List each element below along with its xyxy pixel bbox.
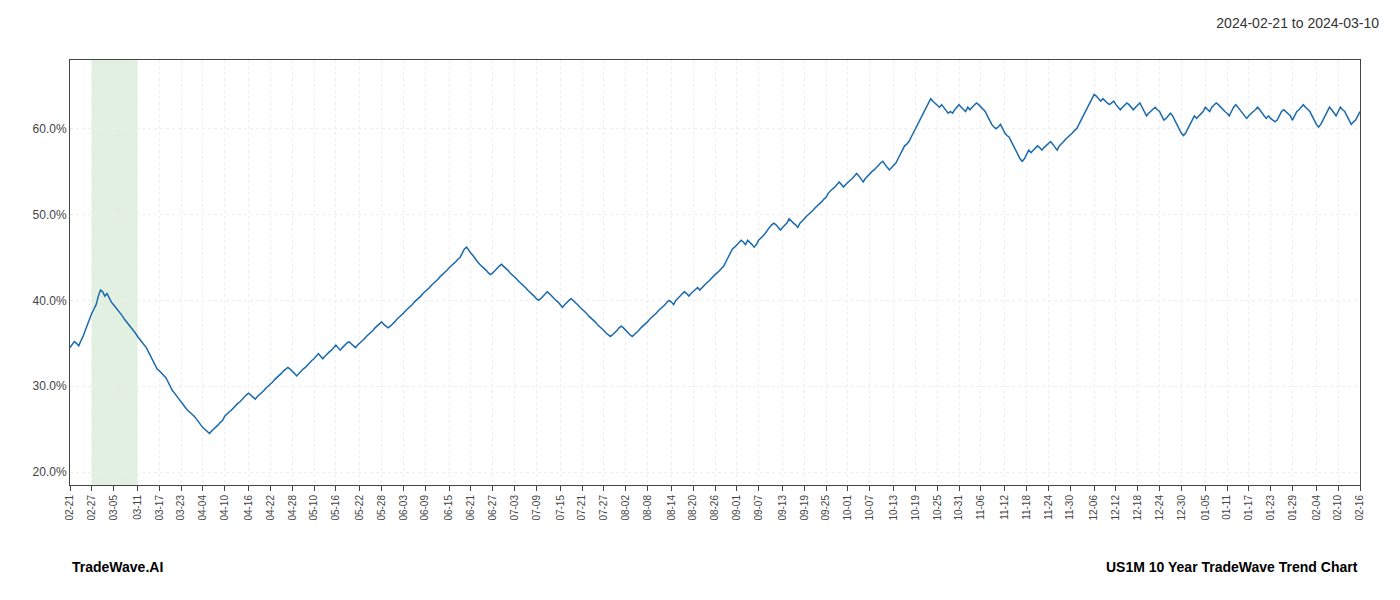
svg-text:03-17: 03-17	[154, 495, 165, 521]
svg-text:50.0%: 50.0%	[33, 208, 67, 222]
svg-text:US1M 10 Year TradeWave Trend C: US1M 10 Year TradeWave Trend Chart	[1106, 559, 1358, 575]
svg-text:12-30: 12-30	[1176, 495, 1187, 521]
svg-text:05-10: 05-10	[308, 495, 319, 521]
svg-text:04-10: 04-10	[219, 495, 230, 521]
svg-text:10-07: 10-07	[864, 495, 875, 521]
svg-text:08-26: 08-26	[709, 495, 720, 521]
svg-text:11-24: 11-24	[1043, 495, 1054, 520]
svg-text:02-16: 02-16	[1354, 495, 1365, 521]
svg-text:05-22: 05-22	[354, 495, 365, 521]
svg-text:02-04: 02-04	[1311, 495, 1322, 521]
svg-text:01-11: 01-11	[1221, 495, 1232, 520]
svg-text:09-25: 09-25	[820, 495, 831, 521]
svg-text:08-14: 08-14	[666, 495, 677, 521]
svg-text:03-11: 03-11	[132, 495, 143, 520]
svg-text:09-13: 09-13	[777, 495, 788, 521]
svg-text:01-05: 01-05	[1200, 495, 1211, 521]
svg-text:01-17: 01-17	[1243, 495, 1254, 521]
svg-text:12-24: 12-24	[1154, 495, 1165, 521]
svg-text:06-03: 06-03	[398, 495, 409, 521]
svg-text:01-29: 01-29	[1287, 495, 1298, 521]
svg-text:07-09: 07-09	[531, 495, 542, 521]
svg-text:07-21: 07-21	[576, 495, 587, 521]
svg-text:20.0%: 20.0%	[33, 465, 67, 479]
svg-text:08-20: 08-20	[687, 495, 698, 521]
svg-text:30.0%: 30.0%	[33, 379, 67, 393]
svg-text:12-12: 12-12	[1110, 495, 1121, 521]
svg-text:06-21: 06-21	[465, 495, 476, 521]
svg-text:04-16: 04-16	[243, 495, 254, 521]
svg-text:40.0%: 40.0%	[33, 294, 67, 308]
svg-text:08-02: 08-02	[620, 495, 631, 521]
svg-text:11-18: 11-18	[1021, 495, 1032, 520]
svg-text:07-27: 07-27	[598, 495, 609, 521]
svg-text:10-25: 10-25	[932, 495, 943, 521]
svg-text:01-23: 01-23	[1265, 495, 1276, 521]
svg-text:10-31: 10-31	[953, 495, 964, 521]
svg-text:12-18: 12-18	[1132, 495, 1143, 521]
svg-text:12-06: 12-06	[1088, 495, 1099, 521]
svg-text:TradeWave.AI: TradeWave.AI	[72, 559, 163, 575]
svg-text:60.0%: 60.0%	[33, 122, 67, 136]
svg-text:04-28: 04-28	[287, 495, 298, 521]
svg-text:03-05: 03-05	[108, 495, 119, 521]
svg-text:04-22: 04-22	[265, 495, 276, 521]
svg-text:09-07: 09-07	[753, 495, 764, 521]
svg-text:08-08: 08-08	[642, 495, 653, 521]
svg-text:04-04: 04-04	[197, 495, 208, 521]
svg-text:11-30: 11-30	[1064, 495, 1075, 520]
svg-text:06-27: 06-27	[487, 495, 498, 521]
svg-text:02-10: 02-10	[1332, 495, 1343, 521]
svg-text:05-28: 05-28	[376, 495, 387, 521]
svg-text:09-01: 09-01	[731, 495, 742, 521]
svg-text:02-21: 02-21	[64, 495, 75, 521]
svg-text:11-06: 11-06	[975, 495, 986, 520]
svg-text:07-03: 07-03	[509, 495, 520, 521]
svg-text:07-15: 07-15	[555, 495, 566, 521]
svg-text:06-09: 06-09	[419, 495, 430, 521]
svg-text:10-19: 10-19	[910, 495, 921, 521]
svg-text:02-27: 02-27	[86, 495, 97, 521]
svg-text:10-01: 10-01	[842, 495, 853, 521]
svg-text:03-23: 03-23	[175, 495, 186, 521]
svg-text:06-15: 06-15	[443, 495, 454, 521]
svg-text:05-16: 05-16	[330, 495, 341, 521]
svg-text:11-12: 11-12	[999, 495, 1010, 520]
svg-text:2024-02-21 to 2024-03-10: 2024-02-21 to 2024-03-10	[1216, 15, 1379, 31]
svg-text:10-13: 10-13	[888, 495, 899, 521]
svg-text:09-19: 09-19	[799, 495, 810, 521]
